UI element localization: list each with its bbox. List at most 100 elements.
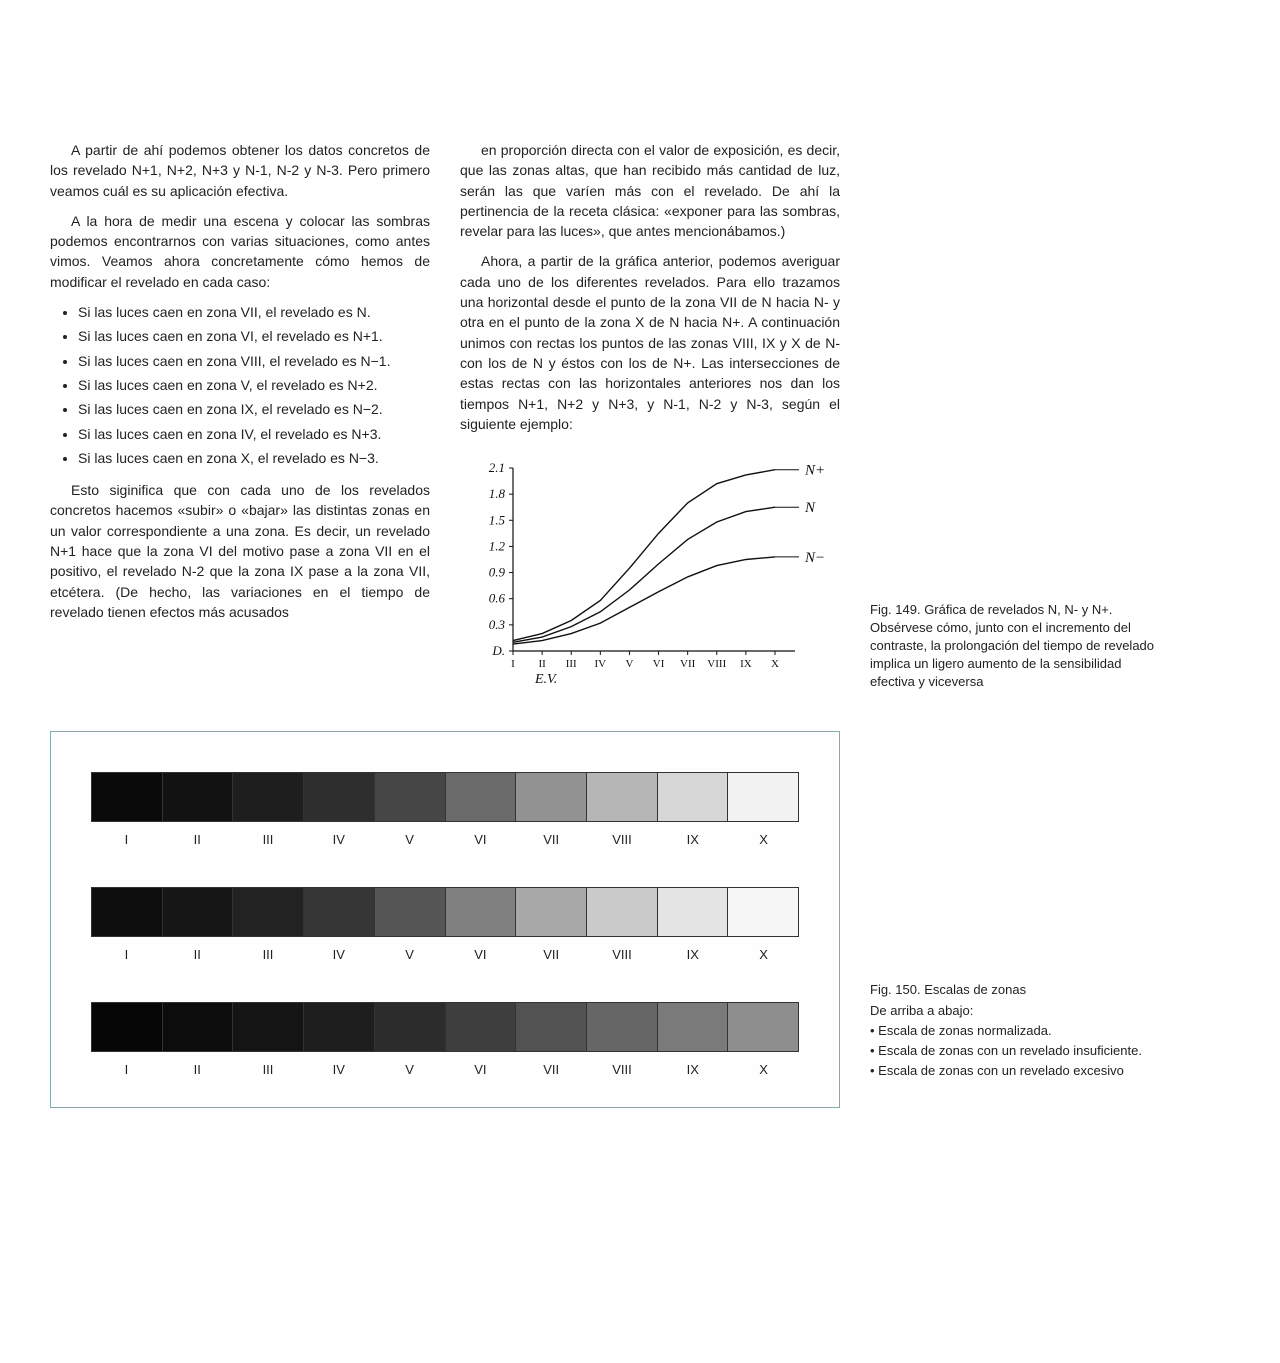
zone-label: IX xyxy=(657,947,728,962)
bullet-list: Si las luces caen en zona VII, el revela… xyxy=(78,302,430,468)
svg-text:1.8: 1.8 xyxy=(489,486,506,501)
caption-item: • Escala de zonas con un revelado insufi… xyxy=(870,1042,1160,1060)
list-item: Si las luces caen en zona V, el revelado… xyxy=(78,375,430,395)
paragraph: A partir de ahí podemos obtener los dato… xyxy=(50,140,430,201)
svg-text:III: III xyxy=(566,658,577,670)
zone-label: IX xyxy=(657,1062,728,1077)
zone-strip xyxy=(91,772,799,822)
list-item: Si las luces caen en zona X, el revelado… xyxy=(78,448,430,468)
zone-cell xyxy=(233,1003,304,1051)
svg-text:0.9: 0.9 xyxy=(489,565,506,580)
svg-text:0.6: 0.6 xyxy=(489,591,506,606)
zone-strip xyxy=(91,887,799,937)
zone-cell xyxy=(658,773,729,821)
zone-label: VII xyxy=(516,832,587,847)
zone-label: IV xyxy=(303,1062,374,1077)
zone-label: VI xyxy=(445,947,516,962)
caption-subtitle: De arriba a abajo: xyxy=(870,1002,1160,1020)
figure-150-caption: Fig. 150. Escalas de zonas De arriba a a… xyxy=(870,731,1160,1082)
svg-text:2.1: 2.1 xyxy=(489,460,505,475)
zone-label: X xyxy=(728,1062,799,1077)
zone-cell xyxy=(304,773,375,821)
zone-cell xyxy=(446,1003,517,1051)
list-item: Si las luces caen en zona VIII, el revel… xyxy=(78,351,430,371)
paragraph: Ahora, a partir de la gráfica anterior, … xyxy=(460,251,840,434)
zone-label: VI xyxy=(445,1062,516,1077)
zone-cell xyxy=(446,773,517,821)
zone-label: III xyxy=(233,1062,304,1077)
zone-label: VI xyxy=(445,832,516,847)
paragraph: en proporción directa con el valor de ex… xyxy=(460,140,840,241)
zone-label: I xyxy=(91,947,162,962)
svg-text:X: X xyxy=(771,658,779,670)
zone-cell xyxy=(375,773,446,821)
list-item: Si las luces caen en zona VII, el revela… xyxy=(78,302,430,322)
svg-text:E.V.: E.V. xyxy=(534,672,557,686)
figure-149-caption: Fig. 149. Gráfica de revelados N, N- y N… xyxy=(870,140,1160,691)
zone-labels: IIIIIIIVVVIVIIVIIIIXX xyxy=(91,832,799,847)
zone-cell xyxy=(587,1003,658,1051)
zone-cell xyxy=(516,773,587,821)
caption-item: • Escala de zonas normalizada. xyxy=(870,1022,1160,1040)
zone-cell xyxy=(516,1003,587,1051)
zone-labels: IIIIIIIVVVIVIIVIIIIXX xyxy=(91,947,799,962)
text-column-1: A partir de ahí podemos obtener los dato… xyxy=(50,140,430,691)
zone-cell xyxy=(233,773,304,821)
svg-text:1.5: 1.5 xyxy=(489,512,506,527)
text-column-2: en proporción directa con el valor de ex… xyxy=(460,140,840,691)
zone-label: V xyxy=(374,947,445,962)
zone-cell xyxy=(92,1003,163,1051)
zone-cell xyxy=(92,773,163,821)
svg-text:VI: VI xyxy=(653,658,665,670)
svg-text:V: V xyxy=(625,658,633,670)
paragraph: A la hora de medir una escena y colocar … xyxy=(50,211,430,292)
zone-label: II xyxy=(162,1062,233,1077)
zone-label: VII xyxy=(516,1062,587,1077)
zone-scales-frame: IIIIIIIVVVIVIIVIIIIXX IIIIIIIVVVIVIIVIII… xyxy=(50,731,840,1108)
bottom-row: IIIIIIIVVVIVIIVIIIIXX IIIIIIIVVVIVIIVIII… xyxy=(50,731,1230,1108)
caption-title: Fig. 150. Escalas de zonas xyxy=(870,981,1160,999)
zone-label: X xyxy=(728,947,799,962)
zone-label: X xyxy=(728,832,799,847)
svg-text:1.2: 1.2 xyxy=(489,539,506,554)
zone-scale-underdeveloped: IIIIIIIVVVIVIIVIIIIXX xyxy=(91,887,799,962)
zone-label: III xyxy=(233,947,304,962)
zone-label: III xyxy=(233,832,304,847)
svg-text:0.3: 0.3 xyxy=(489,617,506,632)
zone-label: VIII xyxy=(587,947,658,962)
zone-cell xyxy=(446,888,517,936)
zone-strip xyxy=(91,1002,799,1052)
zone-cell xyxy=(163,773,234,821)
list-item: Si las luces caen en zona IV, el revelad… xyxy=(78,424,430,444)
list-item: Si las luces caen en zona IX, el revelad… xyxy=(78,399,430,419)
svg-text:VII: VII xyxy=(680,658,696,670)
zone-cell xyxy=(233,888,304,936)
zone-cell xyxy=(163,888,234,936)
zone-label: I xyxy=(91,1062,162,1077)
zone-label: I xyxy=(91,832,162,847)
zone-cell xyxy=(375,888,446,936)
zone-cell xyxy=(304,888,375,936)
zone-cell xyxy=(728,773,798,821)
zone-cell xyxy=(587,888,658,936)
zone-cell xyxy=(728,888,798,936)
zone-cell xyxy=(587,773,658,821)
zone-cell xyxy=(163,1003,234,1051)
svg-text:I: I xyxy=(511,658,515,670)
top-row: A partir de ahí podemos obtener los dato… xyxy=(50,140,1230,691)
zone-cell xyxy=(728,1003,798,1051)
zone-cell xyxy=(658,888,729,936)
zone-label: VII xyxy=(516,947,587,962)
zone-cell xyxy=(92,888,163,936)
svg-text:D.: D. xyxy=(491,643,505,658)
paragraph: Esto siginifica que con cada uno de los … xyxy=(50,480,430,622)
svg-text:IV: IV xyxy=(595,658,607,670)
zone-cell xyxy=(375,1003,446,1051)
svg-text:N−: N− xyxy=(804,550,825,566)
svg-text:IX: IX xyxy=(740,658,752,670)
zone-labels: IIIIIIIVVVIVIIVIIIIXX xyxy=(91,1062,799,1077)
zone-label: II xyxy=(162,832,233,847)
svg-text:VIII: VIII xyxy=(707,658,726,670)
svg-text:N+: N+ xyxy=(804,463,825,479)
list-item: Si las luces caen en zona VI, el revelad… xyxy=(78,326,430,346)
